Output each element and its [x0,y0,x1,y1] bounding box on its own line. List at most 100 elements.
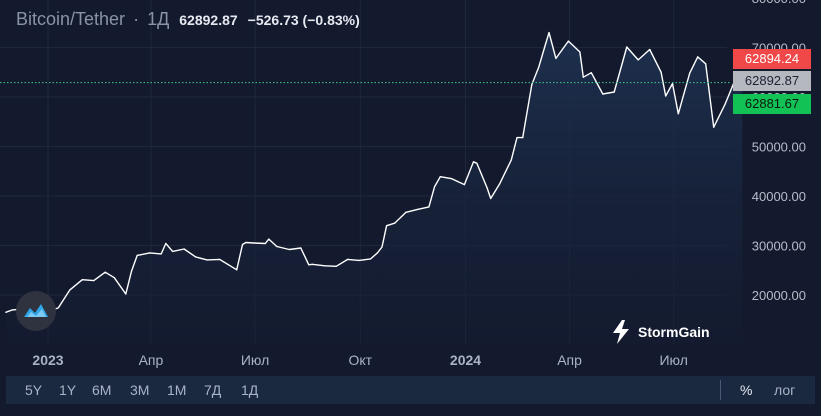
x-tick-label: Апр [139,352,164,368]
price-point [434,186,436,188]
price-area-fill [5,32,743,344]
y-tick-label: 40000.00 [752,189,806,204]
price-point [548,31,550,34]
y-tick-label: 30000.00 [752,239,806,254]
price-point [499,183,501,185]
y-tick-label: 20000.00 [752,288,806,303]
range-button-6m[interactable]: 6M [92,382,112,398]
lightning-icon [613,320,629,344]
price-point [705,63,707,65]
toolbar-divider [720,380,721,400]
bid-price-tag: 62881.67 [733,94,811,114]
price-point [347,258,349,260]
price-point [439,176,441,178]
ask-price-tag: 62894.24 [733,49,811,69]
x-tick-label: Июл [241,352,269,368]
price-point [510,159,512,161]
price-point [311,263,313,265]
price-point [335,265,337,267]
price-point [165,242,167,245]
price-point [649,48,651,51]
price-point [253,242,255,244]
price-point [394,222,396,224]
price-point [376,252,378,254]
price-point [613,91,615,93]
price-point [11,309,14,311]
legend-separator: · [133,9,140,29]
price-point [472,161,475,163]
x-tick-label: Июл [659,352,687,368]
price-point [125,293,127,295]
price-point [626,46,628,48]
price-point [428,206,430,208]
price-point [308,264,310,266]
symbol-title: Bitcoin/Tether [16,9,126,29]
price-point [463,184,465,186]
price-point [660,71,662,73]
price-point [358,259,360,261]
price-point [241,243,244,246]
price-point [522,137,524,139]
range-button-1d[interactable]: 1Д [241,382,259,398]
price-point [230,265,232,267]
price-point [300,247,302,249]
price-point [451,178,453,180]
price-point [172,250,174,252]
price-point [149,252,151,254]
series-start-logo [16,291,56,336]
x-tick-label: 2023 [32,352,63,368]
price-point [113,277,115,279]
price-point [671,83,674,85]
price-point [665,95,667,97]
percent-scale-toggle[interactable]: % [740,382,753,398]
price-point [689,72,691,74]
price-point [516,137,518,139]
price-change-value: −526.73 (−0.83%) [247,12,360,28]
price-point [579,51,581,53]
price-point [264,242,266,245]
price-point [713,126,715,128]
price-point [602,93,604,95]
price-point [531,84,533,86]
price-point [405,211,407,213]
brand-name: StormGain [638,324,710,340]
price-point [69,289,71,291]
price-point [160,253,162,255]
x-tick-label: Окт [348,352,372,368]
x-tick-label: Апр [557,352,582,368]
price-point [724,103,726,105]
log-scale-toggle[interactable]: лог [774,382,796,398]
range-button-3m[interactable]: 3M [130,382,150,398]
range-button-1m[interactable]: 1M [167,382,187,398]
price-point [370,258,372,260]
price-point [677,113,679,115]
range-button-7d[interactable]: 7Д [204,382,222,398]
range-button-1y[interactable]: 1Y [59,382,77,398]
price-point [268,238,270,240]
price-point [245,241,247,244]
range-button-5y[interactable]: 5Y [25,382,43,398]
price-point [57,307,59,309]
chart-legend: Bitcoin/Tether · 1Д 62892.87 −526.73 (−0… [16,9,360,30]
price-point [555,57,557,60]
price-point [543,47,546,49]
price-point [697,56,699,58]
brand-watermark: StormGain [611,320,710,344]
price-point [567,40,570,42]
last-price-tag: 62892.87 [733,71,811,91]
price-point [130,270,133,272]
price-point [324,265,326,267]
price-point [490,197,492,200]
price-point [486,187,488,189]
price-point [637,59,639,61]
price-point [276,245,278,248]
price-point [219,258,221,260]
stormgain-logo-icon [16,291,56,331]
interval-label: 1Д [147,9,170,29]
price-point [582,76,584,78]
price-point [206,259,208,261]
price-point [183,248,185,250]
price-point [93,280,95,282]
